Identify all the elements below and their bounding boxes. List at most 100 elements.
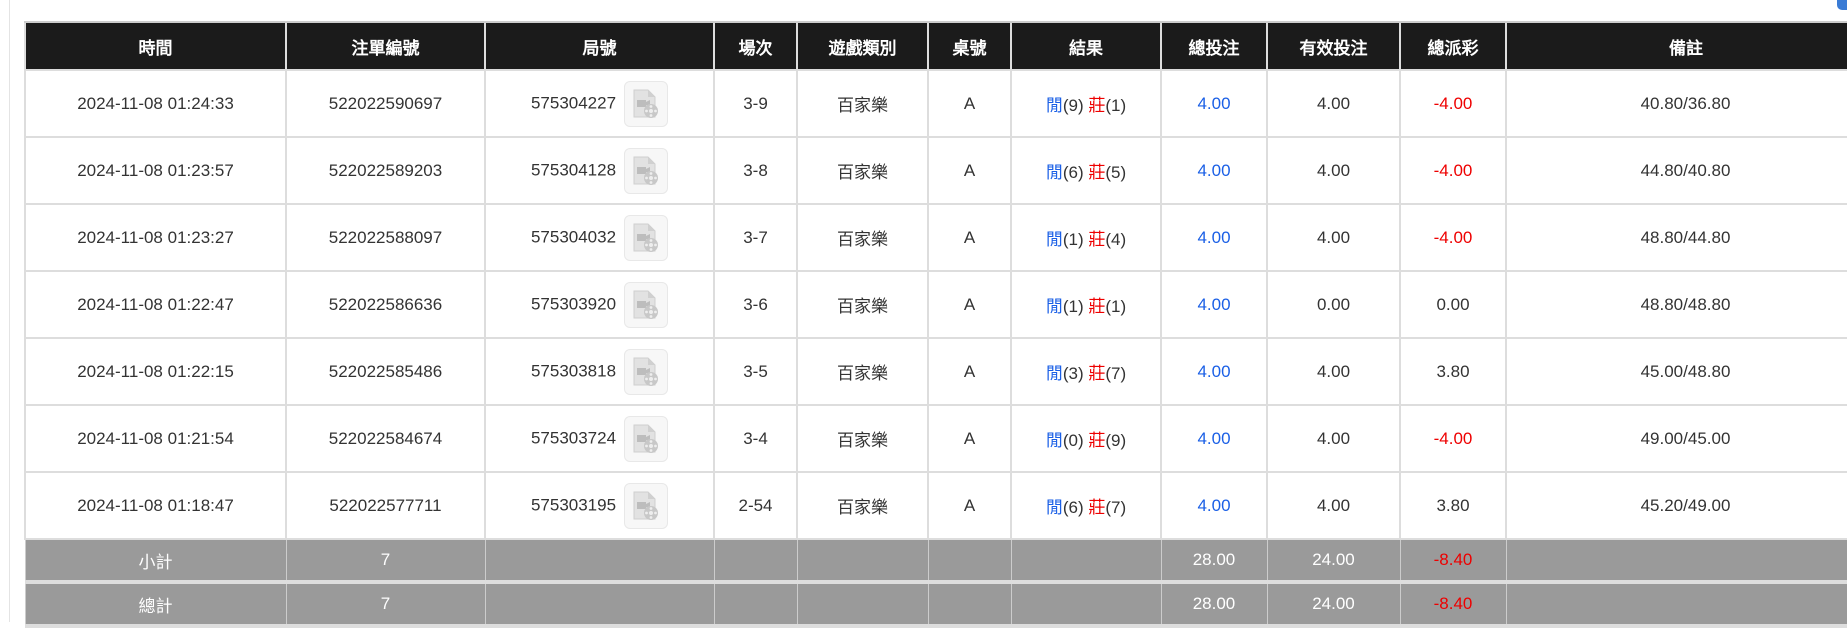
game-type-cell: 百家樂	[796, 471, 929, 540]
empty-cell	[927, 538, 1012, 584]
remark-cell: 48.80/48.80	[1505, 270, 1847, 339]
payout-cell: 3.80	[1399, 337, 1507, 406]
corner-button[interactable]	[1837, 0, 1847, 10]
result-cell: 閒(0) 莊(9)	[1010, 404, 1162, 473]
round-no: 575303724	[530, 427, 617, 447]
banker-label: 莊	[1088, 431, 1106, 450]
player-label: 閒	[1045, 498, 1063, 517]
order-no-cell: 522022589203	[285, 136, 486, 205]
subtotal-row: 小計 7 28.00 24.00 -8.40	[24, 538, 1847, 584]
header-result: 結果	[1010, 21, 1161, 70]
time-cell: 2024-11-08 01:22:15	[24, 337, 287, 406]
remark-cell: 40.80/36.80	[1505, 69, 1847, 138]
empty-cell	[796, 581, 929, 628]
table-row: 2024-11-08 01:23:57 522022589203 5753041…	[24, 136, 1847, 205]
round-no: 575304227	[530, 92, 617, 112]
total-payout: -8.40	[1399, 581, 1507, 628]
payout-cell: -4.00	[1399, 404, 1507, 473]
player-label: 閒	[1045, 230, 1063, 249]
time-cell: 2024-11-08 01:23:57	[24, 136, 287, 205]
empty-cell	[484, 581, 715, 628]
game-type-cell: 百家樂	[796, 404, 929, 473]
header-session: 場次	[713, 21, 797, 70]
order-no-cell: 522022586636	[285, 270, 486, 339]
game-type-cell: 百家樂	[796, 203, 929, 272]
subtotal-payout: -8.40	[1399, 538, 1507, 584]
empty-cell	[1505, 581, 1847, 628]
header-table-no: 桌號	[927, 21, 1011, 70]
table-no-cell: A	[927, 136, 1012, 205]
table-header: 時間 注單編號 局號 場次 遊戲類別 桌號 結果 總投注 有效投注 總派彩 備註	[24, 21, 1847, 70]
empty-cell	[1010, 538, 1162, 584]
total-bet-cell: 4.00	[1160, 404, 1268, 473]
round-no: 575303920	[530, 293, 617, 313]
time-cell: 2024-11-08 01:21:54	[24, 404, 287, 473]
video-file-icon[interactable]	[624, 281, 669, 328]
total-row: 總計 7 28.00 24.00 -8.40	[24, 581, 1847, 628]
video-file-icon[interactable]	[624, 147, 669, 194]
empty-cell	[1010, 581, 1162, 628]
table-no-cell: A	[927, 471, 1012, 540]
header-game-type: 遊戲類別	[796, 21, 928, 70]
remark-cell: 44.80/40.80	[1505, 136, 1847, 205]
result-cell: 閒(6) 莊(5)	[1010, 136, 1162, 205]
player-score: (1)	[1062, 297, 1084, 316]
video-file-icon[interactable]	[624, 482, 669, 529]
player-label: 閒	[1045, 364, 1063, 383]
total-bet-cell: 4.00	[1160, 136, 1268, 205]
table-row: 2024-11-08 01:22:15 522022585486 5753038…	[24, 337, 1847, 406]
video-file-icon[interactable]	[624, 80, 669, 127]
empty-cell	[796, 538, 929, 584]
table-no-cell: A	[927, 69, 1012, 138]
table-row: 2024-11-08 01:24:33 522022590697 5753042…	[24, 69, 1847, 138]
subtotal-label: 小計	[24, 538, 287, 584]
banker-score: (7)	[1105, 364, 1127, 383]
round-no-cell: 575303920	[484, 270, 715, 339]
banker-score: (5)	[1105, 163, 1127, 182]
banker-label: 莊	[1088, 364, 1106, 383]
round-no-cell: 575304227	[484, 69, 715, 138]
game-type-cell: 百家樂	[796, 136, 929, 205]
table-no-cell: A	[927, 404, 1012, 473]
order-no-cell: 522022585486	[285, 337, 486, 406]
valid-bet-cell: 0.00	[1266, 270, 1401, 339]
payout-cell: -4.00	[1399, 136, 1507, 205]
round-no-cell: 575303724	[484, 404, 715, 473]
player-score: (6)	[1062, 163, 1084, 182]
time-cell: 2024-11-08 01:18:47	[24, 471, 287, 540]
player-score: (0)	[1062, 431, 1084, 450]
player-score: (9)	[1062, 96, 1084, 115]
table-row: 2024-11-08 01:23:27 522022588097 5753040…	[24, 203, 1847, 272]
video-file-icon[interactable]	[624, 415, 669, 462]
banker-score: (9)	[1105, 431, 1127, 450]
header-remark: 備註	[1505, 21, 1847, 70]
valid-bet-cell: 4.00	[1266, 203, 1401, 272]
time-cell: 2024-11-08 01:24:33	[24, 69, 287, 138]
header-valid-bet: 有效投注	[1266, 21, 1400, 70]
video-file-icon[interactable]	[624, 348, 669, 395]
total-bet-cell: 4.00	[1160, 69, 1268, 138]
video-file-icon[interactable]	[624, 214, 669, 261]
round-no-cell: 575303818	[484, 337, 715, 406]
session-cell: 3-9	[713, 69, 798, 138]
result-cell: 閒(9) 莊(1)	[1010, 69, 1162, 138]
table-row: 2024-11-08 01:21:54 522022584674 5753037…	[24, 404, 1847, 473]
player-label: 閒	[1045, 297, 1063, 316]
time-cell: 2024-11-08 01:22:47	[24, 270, 287, 339]
banker-score: (1)	[1105, 96, 1127, 115]
empty-cell	[484, 538, 715, 584]
order-no-cell: 522022590697	[285, 69, 486, 138]
banker-label: 莊	[1088, 230, 1106, 249]
player-label: 閒	[1045, 163, 1063, 182]
banker-score: (4)	[1105, 230, 1127, 249]
table-no-cell: A	[927, 270, 1012, 339]
sidebar-edge	[9, 0, 10, 622]
player-score: (6)	[1062, 498, 1084, 517]
empty-cell	[713, 581, 798, 628]
round-no-cell: 575304032	[484, 203, 715, 272]
round-no: 575304128	[530, 159, 617, 179]
remark-cell: 45.00/48.80	[1505, 337, 1847, 406]
player-label: 閒	[1045, 96, 1063, 115]
total-bet-cell: 4.00	[1160, 270, 1268, 339]
total-bet-cell: 4.00	[1160, 471, 1268, 540]
